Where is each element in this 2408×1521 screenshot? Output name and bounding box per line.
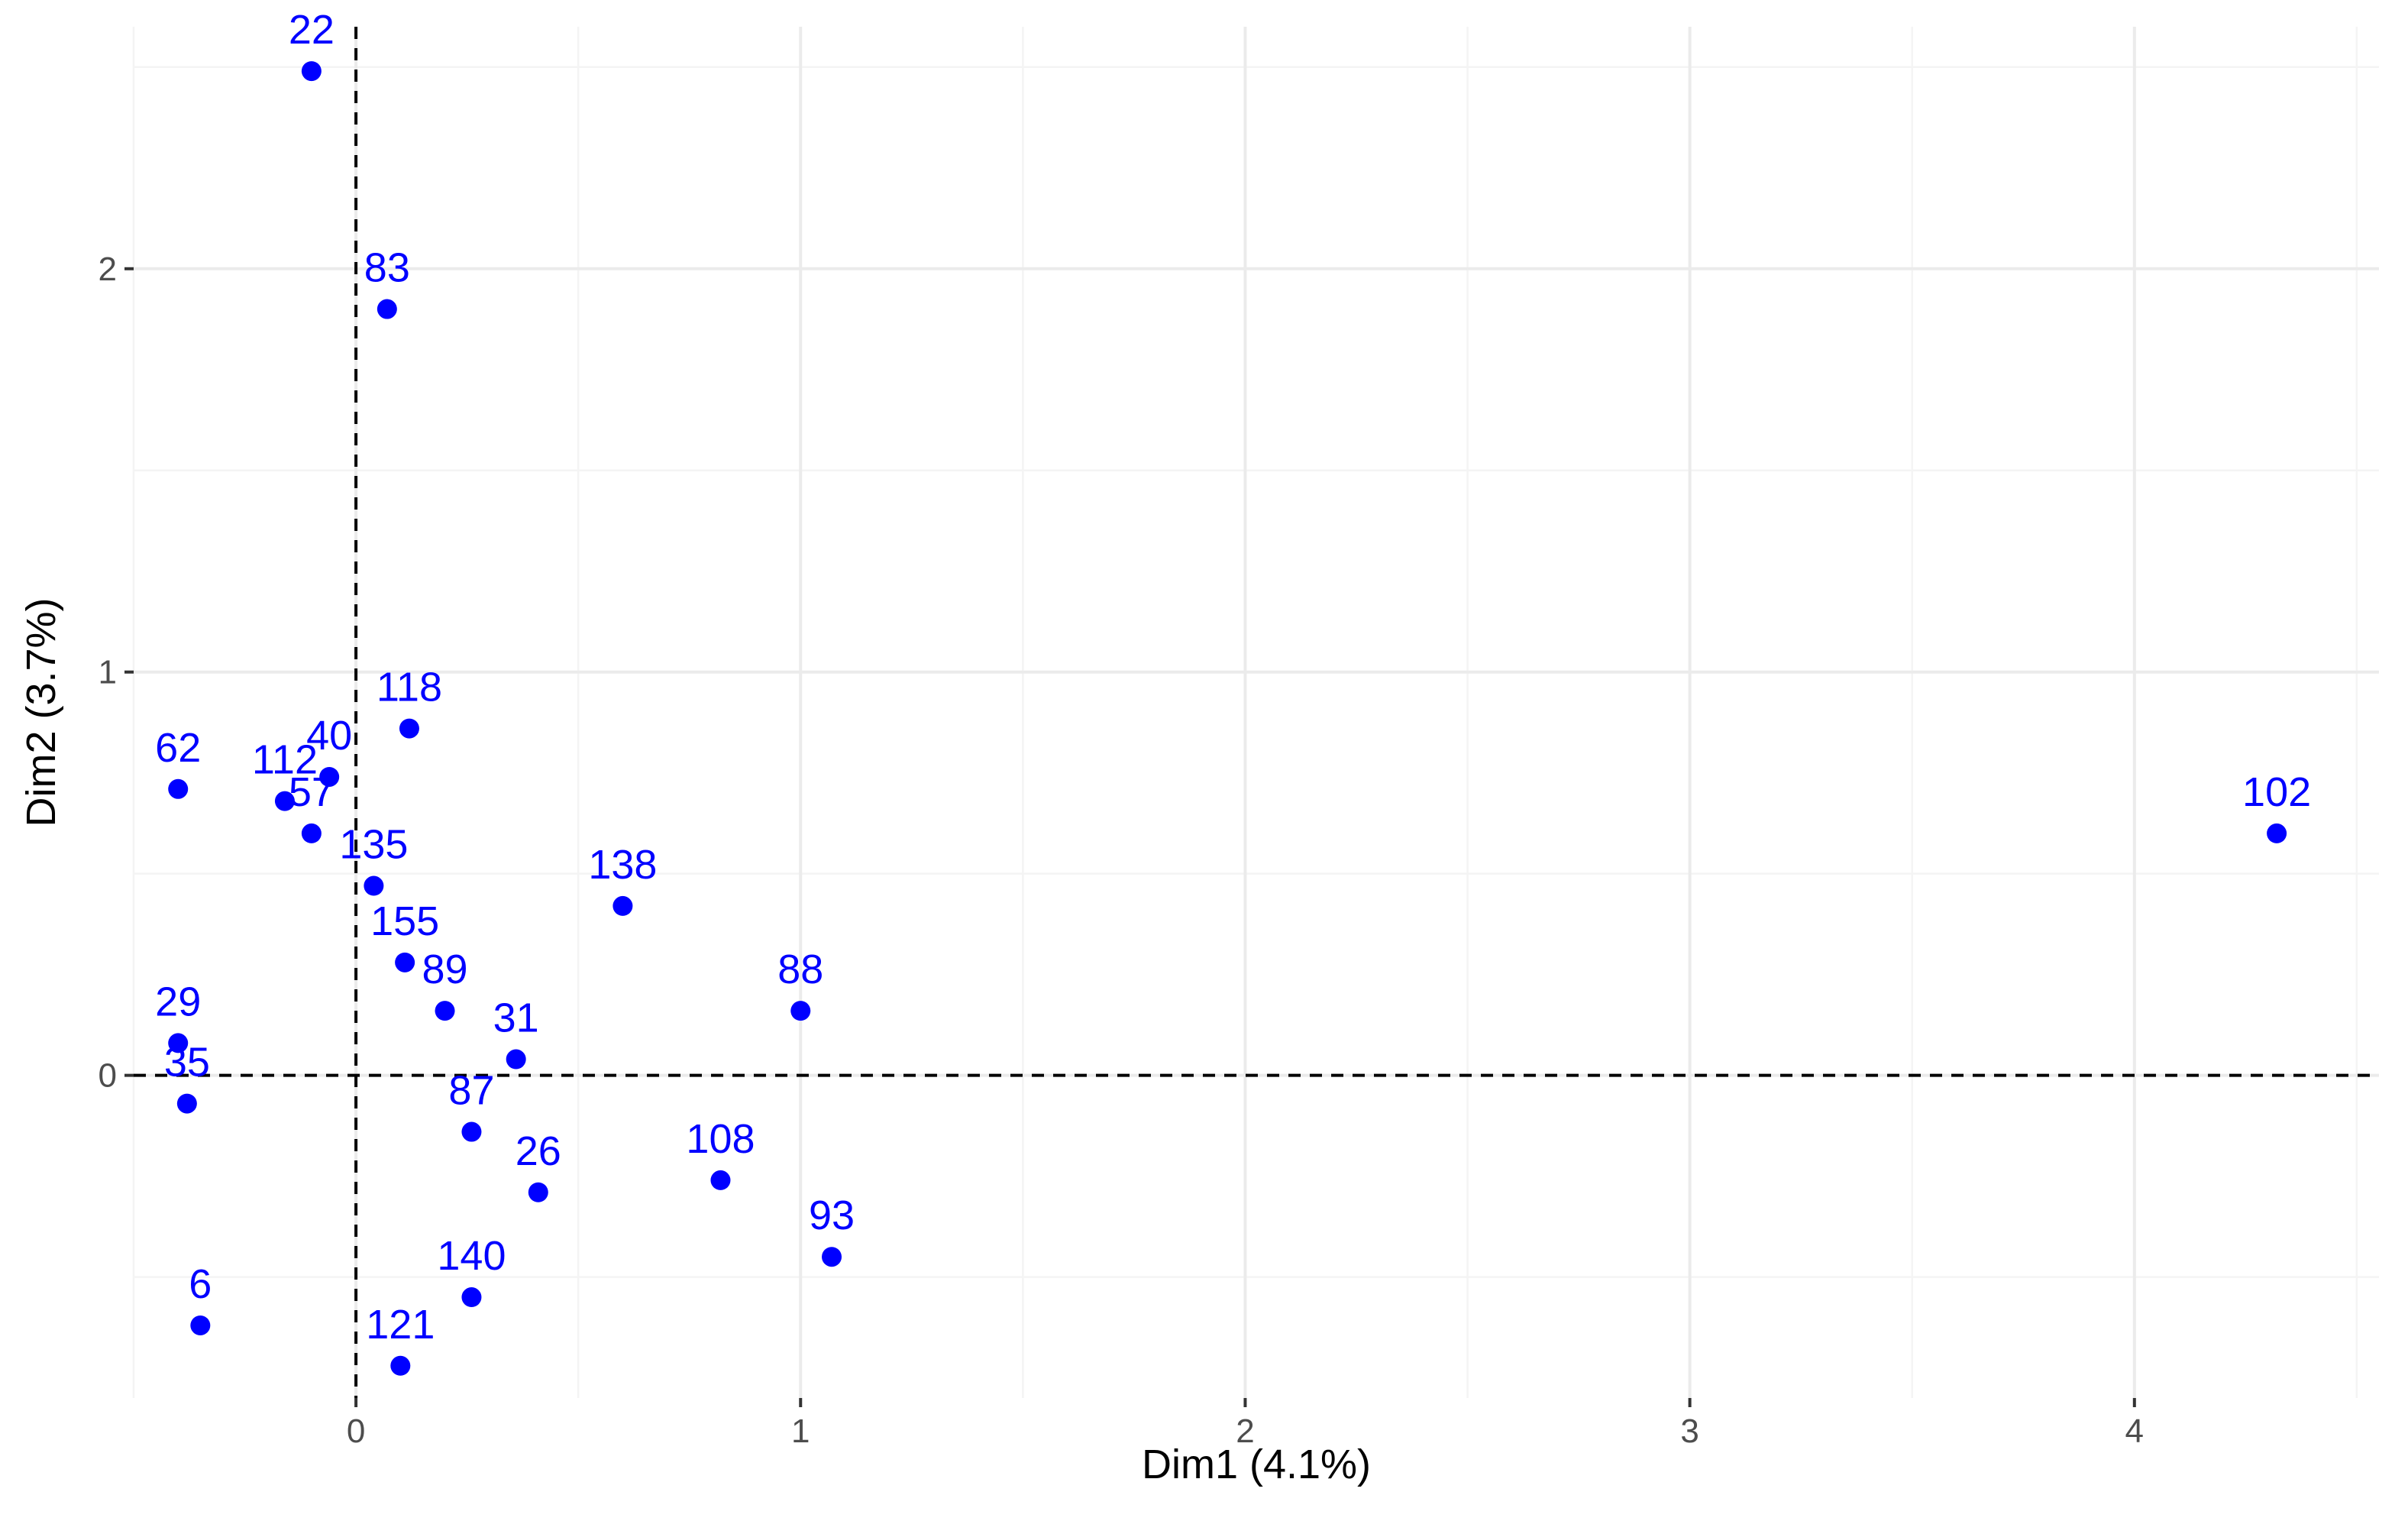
x-tick-label: 3 (1680, 1413, 1699, 1450)
point-marker (613, 895, 633, 916)
point-marker (176, 1093, 197, 1114)
point-marker (168, 778, 189, 799)
point-label: 87 (448, 1068, 494, 1114)
point-marker (461, 1287, 482, 1308)
point-markers (168, 61, 2287, 1376)
grid (132, 27, 2379, 1398)
point-marker (395, 952, 415, 972)
point-label: 118 (377, 665, 442, 710)
point-label: 62 (155, 725, 201, 771)
point-marker (399, 718, 419, 739)
point-marker (168, 1033, 189, 1053)
y-axis-title: Dim2 (3.7%) (18, 597, 64, 827)
point-marker (274, 791, 295, 811)
reference-lines (134, 27, 2379, 1398)
point-marker (506, 1049, 526, 1070)
point-marker (822, 1247, 842, 1267)
point-marker (377, 299, 397, 319)
point-marker (319, 766, 340, 787)
point-label: 26 (516, 1128, 561, 1174)
point-label: 112 (252, 737, 318, 783)
point-label: 108 (686, 1116, 755, 1162)
point-label: 6 (189, 1261, 212, 1307)
point-marker (390, 1355, 411, 1376)
point-label: 83 (364, 245, 410, 291)
point-label: 155 (370, 898, 439, 944)
x-tick-label: 4 (2125, 1413, 2144, 1450)
point-label: 22 (289, 7, 335, 53)
point-marker (790, 1001, 811, 1021)
point-marker (301, 823, 322, 843)
x-tick-label: 2 (1236, 1413, 1254, 1450)
point-label: 89 (422, 947, 467, 992)
point-label: 31 (493, 995, 539, 1041)
x-axis-title: Dim1 (4.1%) (1142, 1442, 1371, 1487)
point-label: 57 (289, 769, 335, 815)
point-label: 35 (164, 1040, 210, 1086)
point-label: 121 (366, 1302, 435, 1348)
y-tick-label: 0 (99, 1057, 117, 1095)
point-marker (528, 1182, 548, 1202)
point-marker (190, 1315, 211, 1335)
point-marker (435, 1001, 455, 1021)
point-marker (461, 1121, 482, 1142)
point-label: 40 (306, 713, 352, 759)
point-marker (710, 1170, 731, 1190)
y-tick-label: 2 (99, 251, 117, 288)
point-label: 140 (437, 1233, 506, 1279)
point-label: 88 (777, 947, 823, 992)
point-label: 93 (809, 1193, 855, 1238)
point-marker (364, 875, 384, 896)
point-label: 138 (588, 842, 657, 888)
point-label: 102 (2242, 769, 2311, 815)
y-tick-label: 1 (99, 654, 117, 691)
point-label: 29 (155, 979, 201, 1024)
x-tick-label: 0 (347, 1413, 365, 1450)
x-tick-label: 1 (791, 1413, 810, 1450)
point-marker (301, 61, 322, 82)
point-label: 135 (339, 822, 408, 868)
point-marker (2267, 823, 2287, 843)
